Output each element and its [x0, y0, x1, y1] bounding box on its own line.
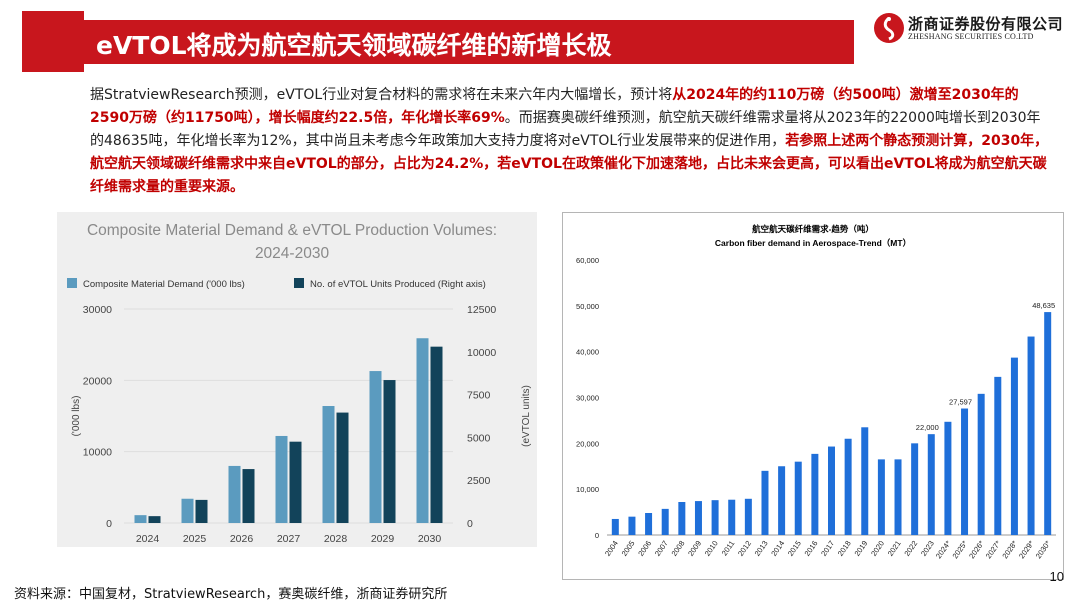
bar-composite-demand [228, 465, 241, 523]
bar-evtol-units [289, 441, 302, 523]
y-tick-label: 0 [595, 531, 599, 540]
bar-carbon-fiber-demand [1010, 357, 1018, 535]
logo-company-name: 浙商证券股份有限公司 [908, 15, 1064, 33]
logo-mark-icon [874, 13, 904, 43]
y2-tick-label: 0 [467, 518, 473, 530]
x-tick-label: 2029 [371, 533, 395, 545]
x-tick-label: 2027 [277, 533, 301, 545]
body-highlight: 若参照上述两个静态预测计算，2030年，航空航天领域碳纤维需求中来自eVTOL的… [90, 133, 1049, 195]
bar-carbon-fiber-demand [894, 459, 902, 535]
y-tick-label: 60,000 [576, 256, 599, 265]
bar-carbon-fiber-demand [694, 501, 702, 535]
bar-composite-demand [181, 498, 194, 523]
bar-carbon-fiber-demand [628, 516, 636, 535]
bar-composite-demand [369, 371, 382, 523]
bar-evtol-units [383, 380, 396, 523]
logo-company-name-en: ZHESHANG SECURITIES CO.LTD [908, 32, 1034, 41]
body-paragraph: 据StratviewResearch预测，eVTOL行业对复合材料的需求将在未来… [90, 84, 1050, 199]
y-axis-label: ('000 lbs) [71, 396, 82, 437]
y-tick-label: 20,000 [576, 439, 599, 448]
y-tick-label: 10,000 [576, 485, 599, 494]
y-tick-label: 20000 [83, 375, 112, 387]
header-accent-block [22, 11, 84, 72]
x-tick-label: 2026 [230, 533, 254, 545]
bar-carbon-fiber-demand [728, 499, 736, 535]
x-tick-label: 2025 [183, 533, 207, 545]
bar-carbon-fiber-demand [611, 518, 619, 535]
y2-tick-label: 5000 [467, 432, 491, 444]
bar-carbon-fiber-demand [977, 393, 985, 535]
bar-carbon-fiber-demand [1027, 336, 1035, 535]
y-tick-label: 40,000 [576, 348, 599, 357]
bar-carbon-fiber-demand [944, 421, 952, 535]
bar-carbon-fiber-demand [678, 502, 686, 535]
bar-carbon-fiber-demand [994, 376, 1002, 535]
bar-carbon-fiber-demand [861, 427, 869, 535]
bar-carbon-fiber-demand [911, 443, 919, 535]
x-tick-label: 2028 [324, 533, 348, 545]
bar-carbon-fiber-demand [761, 470, 769, 535]
y-tick-label: 30000 [83, 304, 112, 316]
bar-evtol-units [336, 412, 349, 523]
y-tick-label: 50,000 [576, 302, 599, 311]
body-text: 。而据赛奥碳纤维预测，航空航天碳纤维需求量将从2023年的22000吨增长到20… [90, 110, 1041, 149]
bar-carbon-fiber-demand [927, 434, 935, 535]
bar-composite-demand [275, 435, 288, 523]
carbon-fiber-svg: 航空航天碳纤维需求-趋势（吨） Carbon fiber demand in Ae… [562, 212, 1064, 580]
legend-swatch [67, 278, 77, 288]
bar-evtol-units [242, 469, 255, 523]
x-tick-label: 2030 [418, 533, 442, 545]
data-label: 27,597 [949, 398, 972, 407]
chart-subtitle: Carbon fiber demand in Aerospace-Trend（M… [715, 238, 911, 248]
y2-tick-label: 12500 [467, 304, 496, 316]
bar-evtol-units [148, 516, 161, 523]
body-text: 据StratviewResearch预测，eVTOL行业对复合材料的需求将在未来… [90, 87, 673, 103]
bar-carbon-fiber-demand [645, 513, 653, 535]
y-tick-label: 30,000 [576, 394, 599, 403]
bar-evtol-units [430, 346, 443, 523]
bar-carbon-fiber-demand [744, 498, 752, 535]
bar-carbon-fiber-demand [661, 508, 669, 535]
data-label: 48,635 [1032, 301, 1055, 310]
data-label: 22,000 [916, 423, 939, 432]
bar-carbon-fiber-demand [877, 459, 885, 535]
legend-swatch [294, 278, 304, 288]
company-logo: 浙商证券股份有限公司 ZHESHANG SECURITIES CO.LTD [874, 13, 1070, 45]
y2-tick-label: 7500 [467, 390, 491, 402]
source-note: 资料来源：中国复材，StratviewResearch，赛奥碳纤维，浙商证券研究… [14, 587, 448, 602]
y2-axis-label: (eVTOL units) [521, 385, 532, 447]
page-number: 10 [1049, 569, 1064, 584]
bar-carbon-fiber-demand [711, 500, 719, 535]
chart-title: 2024-2030 [255, 245, 330, 262]
body-highlight: 从2024年的约110万磅（约500吨）激增至2030年的2590万磅（约117… [90, 87, 1019, 126]
x-tick-label: 2024 [136, 533, 160, 545]
legend-label: Composite Material Demand ('000 lbs) [83, 279, 245, 290]
bar-composite-demand [322, 406, 335, 523]
bar-carbon-fiber-demand [1044, 312, 1052, 535]
page-title: eVTOL将成为航空航天领域碳纤维的新增长极 [96, 31, 612, 60]
carbon-fiber-demand-chart: 航空航天碳纤维需求-趋势（吨） Carbon fiber demand in Ae… [562, 212, 1064, 580]
title-band [84, 20, 854, 64]
y2-tick-label: 2500 [467, 475, 491, 487]
bar-carbon-fiber-demand [961, 408, 969, 535]
chart-title: 航空航天碳纤维需求-趋势（吨） [752, 224, 874, 234]
bar-composite-demand [416, 338, 429, 523]
chart-title: Composite Material Demand & eVTOL Produc… [87, 222, 497, 239]
bar-evtol-units [195, 499, 208, 523]
bar-carbon-fiber-demand [794, 461, 802, 535]
y-tick-label: 0 [106, 518, 112, 530]
composite-demand-svg: Composite Material Demand & eVTOL Produc… [57, 212, 537, 547]
bar-carbon-fiber-demand [811, 453, 819, 535]
bar-carbon-fiber-demand [844, 438, 852, 535]
composite-demand-chart: Composite Material Demand & eVTOL Produc… [57, 212, 537, 547]
bar-carbon-fiber-demand [778, 466, 786, 535]
legend-label: No. of eVTOL Units Produced (Right axis) [310, 279, 486, 290]
bar-composite-demand [134, 515, 147, 523]
bar-carbon-fiber-demand [828, 446, 835, 535]
y-tick-label: 10000 [83, 447, 112, 459]
y2-tick-label: 10000 [467, 347, 496, 359]
